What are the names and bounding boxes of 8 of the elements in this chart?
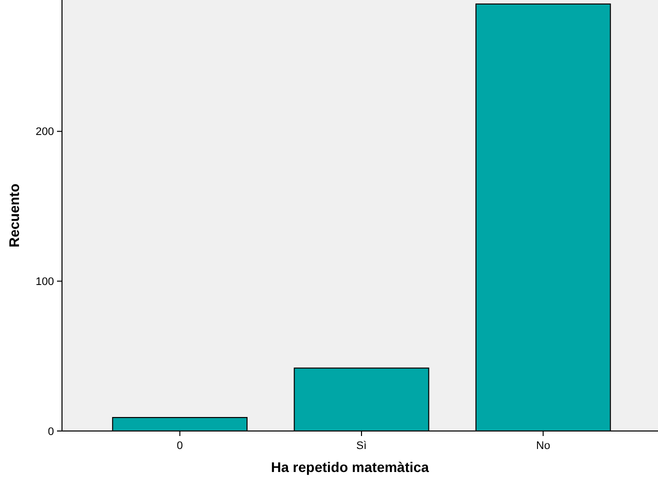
y-tick-label: 100 <box>36 276 54 288</box>
y-axis-title: Recuento <box>6 184 22 248</box>
x-tick-label: No <box>536 440 550 452</box>
y-tick-label: 200 <box>36 126 54 138</box>
y-tick-label: 0 <box>48 426 54 438</box>
x-tick-label: Sì <box>356 440 367 452</box>
x-tick-label: 0 <box>176 440 183 452</box>
x-axis-title: Ha repetido matemàtica <box>271 459 430 475</box>
